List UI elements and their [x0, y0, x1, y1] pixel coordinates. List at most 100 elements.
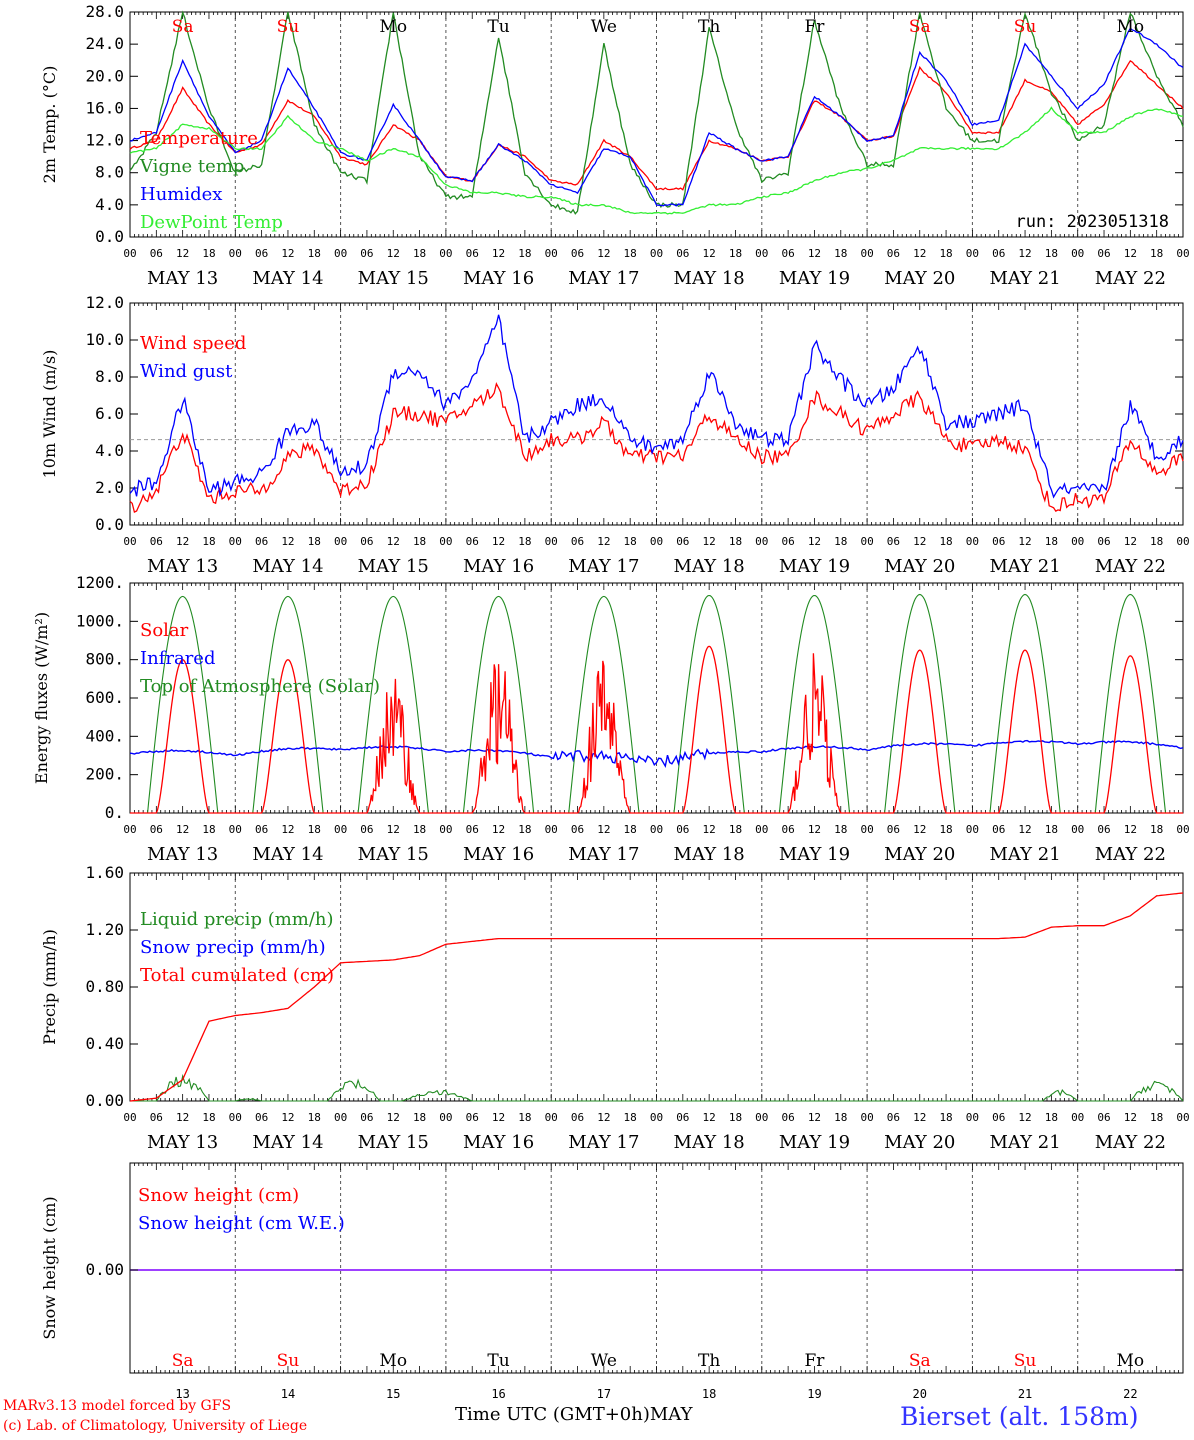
date-label: MAY 13: [147, 556, 218, 577]
hour-tick-label: 06: [782, 535, 795, 548]
date-label: MAY 13: [147, 844, 218, 865]
hour-tick-label: 12: [597, 1111, 610, 1124]
y-tick-label: 6.0: [95, 404, 124, 423]
y-tick-label: 8.0: [95, 367, 124, 386]
hour-tick-label: 06: [782, 247, 795, 260]
hour-tick-label: 12: [1124, 1111, 1137, 1124]
hour-tick-label: 12: [703, 1111, 716, 1124]
hour-tick-label: 00: [650, 823, 663, 836]
weekday-label: We: [591, 17, 617, 37]
hour-tick-label: 12: [1018, 1111, 1031, 1124]
hour-tick-label: 18: [413, 1111, 426, 1124]
hour-tick-label: 00: [439, 823, 452, 836]
hour-tick-label: 18: [308, 1111, 321, 1124]
hour-tick-label: 06: [255, 535, 268, 548]
hour-tick-label: 12: [808, 1111, 821, 1124]
date-label: MAY 21: [989, 844, 1060, 865]
date-label: MAY 19: [779, 556, 850, 577]
hour-tick-label: 06: [466, 535, 479, 548]
lab-credit: (c) Lab. of Climatology, University of L…: [3, 1418, 308, 1434]
hour-tick-label: 06: [676, 1111, 689, 1124]
hour-tick-label: 12: [703, 535, 716, 548]
hour-tick-label: 12: [808, 247, 821, 260]
hour-tick-label: 06: [360, 247, 373, 260]
hour-tick-label: 00: [966, 535, 979, 548]
hour-tick-label: 18: [518, 823, 531, 836]
temp-series-line: [129, 60, 1184, 191]
hour-tick-label: 18: [624, 535, 637, 548]
date-label: MAY 20: [884, 1132, 955, 1153]
y-axis-label: Snow height (cm): [40, 1196, 59, 1339]
hour-tick-label: 12: [387, 247, 400, 260]
legend-entry: Liquid precip (mm/h): [140, 909, 334, 930]
hour-tick-label: 18: [308, 247, 321, 260]
hour-tick-label: 06: [150, 535, 163, 548]
hour-tick-label: 00: [1176, 535, 1189, 548]
weekday-label: We: [591, 1351, 617, 1371]
weekday-label: Su: [1014, 1351, 1037, 1371]
y-tick-label: 2.0: [95, 478, 124, 497]
hour-tick-label: 18: [939, 535, 952, 548]
date-label: MAY 13: [147, 268, 218, 289]
hour-tick-label: 00: [334, 823, 347, 836]
hour-tick-label: 12: [281, 247, 294, 260]
y-tick-label: 24.0: [85, 34, 124, 53]
hour-tick-label: 18: [939, 247, 952, 260]
hour-tick-label: 12: [597, 535, 610, 548]
hour-tick-label: 06: [360, 535, 373, 548]
day-number: 21: [1018, 1387, 1032, 1401]
hour-tick-label: 06: [150, 247, 163, 260]
hour-tick-label: 18: [1150, 247, 1163, 260]
date-label: MAY 14: [252, 268, 323, 289]
hour-tick-label: 00: [229, 247, 242, 260]
hour-tick-label: 06: [1097, 823, 1110, 836]
hour-tick-label: 12: [913, 823, 926, 836]
hour-tick-label: 00: [334, 247, 347, 260]
hour-tick-label: 06: [992, 247, 1005, 260]
weekday-label: Sa: [909, 17, 931, 37]
hour-tick-label: 18: [202, 535, 215, 548]
legend-entry: Solar: [140, 620, 189, 641]
hour-tick-label: 00: [966, 247, 979, 260]
y-tick-label: 0.80: [85, 977, 124, 996]
legend-entry: Vigne temp: [139, 156, 244, 177]
hour-tick-label: 00: [334, 1111, 347, 1124]
date-label: MAY 16: [463, 1132, 534, 1153]
hour-tick-label: 18: [729, 823, 742, 836]
date-label: MAY 19: [779, 268, 850, 289]
hour-tick-label: 00: [229, 823, 242, 836]
date-label: MAY 21: [989, 556, 1060, 577]
hour-tick-label: 06: [150, 823, 163, 836]
y-tick-label: 1.20: [85, 920, 124, 939]
date-label: MAY 17: [568, 1132, 639, 1153]
hour-tick-label: 12: [597, 823, 610, 836]
date-label: MAY 17: [568, 844, 639, 865]
hour-tick-label: 06: [466, 1111, 479, 1124]
hour-tick-label: 00: [439, 247, 452, 260]
legend-entry: Snow height (cm): [138, 1185, 299, 1206]
run-label: run: 2023051318: [1015, 212, 1169, 232]
hour-tick-label: 12: [703, 247, 716, 260]
hour-tick-label: 06: [571, 1111, 584, 1124]
y-tick-label: 16.0: [85, 98, 124, 117]
y-axis-label: Precip (mm/h): [40, 929, 59, 1045]
hour-tick-label: 18: [1150, 535, 1163, 548]
hour-tick-label: 06: [571, 535, 584, 548]
hour-tick-label: 06: [1097, 247, 1110, 260]
hour-tick-label: 18: [1150, 1111, 1163, 1124]
weekday-label: Fr: [804, 17, 825, 37]
hour-tick-label: 18: [1150, 823, 1163, 836]
date-label: MAY 19: [779, 844, 850, 865]
legend-entry: DewPoint Temp: [140, 212, 283, 233]
hour-tick-label: 18: [1045, 1111, 1058, 1124]
hour-tick-label: 00: [334, 535, 347, 548]
y-tick-label: 0.: [105, 803, 124, 822]
date-label: MAY 15: [358, 1132, 429, 1153]
total-cumulated-line: [129, 892, 1184, 1102]
hour-tick-label: 18: [308, 535, 321, 548]
hour-tick-label: 18: [202, 1111, 215, 1124]
y-tick-label: 800.: [85, 650, 124, 669]
date-label: MAY 18: [674, 844, 745, 865]
wind-series-line: [129, 381, 1184, 514]
model-credit: MARv3.13 model forced by GFS: [3, 1398, 232, 1414]
